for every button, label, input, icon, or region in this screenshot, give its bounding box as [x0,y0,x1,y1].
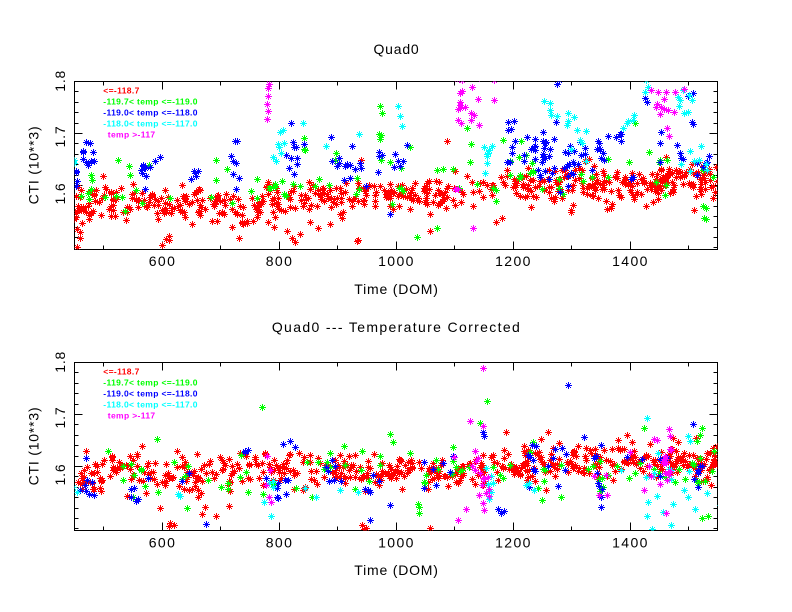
svg-text:800: 800 [266,535,294,551]
svg-text:Quad0: Quad0 [373,41,419,57]
svg-text:-119.0< temp <=-118.0: -119.0< temp <=-118.0 [103,107,198,117]
svg-text:-119.7< temp <=-119.0: -119.7< temp <=-119.0 [103,377,198,387]
svg-text:1200: 1200 [495,253,532,269]
svg-text:1000: 1000 [378,253,415,269]
svg-text:1.6: 1.6 [52,464,68,486]
svg-text:1.8: 1.8 [52,70,68,92]
svg-text:1400: 1400 [612,535,649,551]
svg-text:-118.0< temp <=-117.0: -118.0< temp <=-117.0 [103,399,198,409]
svg-text:1.7: 1.7 [52,407,68,429]
svg-text:<=-118.7: <=-118.7 [103,85,139,95]
svg-text:1.7: 1.7 [52,126,68,148]
svg-text:Time (DOM): Time (DOM) [354,562,438,578]
svg-text:1.8: 1.8 [52,351,68,373]
svg-text:CTI (10**3): CTI (10**3) [26,126,42,205]
svg-text:-119.7< temp <=-119.0: -119.7< temp <=-119.0 [103,96,198,106]
svg-text:temp >-117: temp >-117 [108,129,156,139]
svg-text:1400: 1400 [612,253,649,269]
svg-text:1000: 1000 [378,535,415,551]
svg-text:1.6: 1.6 [52,183,68,205]
svg-text:-119.0< temp <=-118.0: -119.0< temp <=-118.0 [103,388,198,398]
svg-text:600: 600 [149,253,177,269]
svg-text:-118.0< temp <=-117.0: -118.0< temp <=-117.0 [103,118,198,128]
svg-text:600: 600 [149,535,177,551]
svg-text:CTI (10**3): CTI (10**3) [26,407,42,486]
svg-text:1200: 1200 [495,535,532,551]
svg-text:<=-118.7: <=-118.7 [103,366,139,376]
svg-text:temp >-117: temp >-117 [108,410,156,420]
svg-text:Time (DOM): Time (DOM) [354,281,438,297]
svg-text:800: 800 [266,253,294,269]
svg-text:Quad0 --- Temperature Correcte: Quad0 --- Temperature Corrected [272,319,521,335]
